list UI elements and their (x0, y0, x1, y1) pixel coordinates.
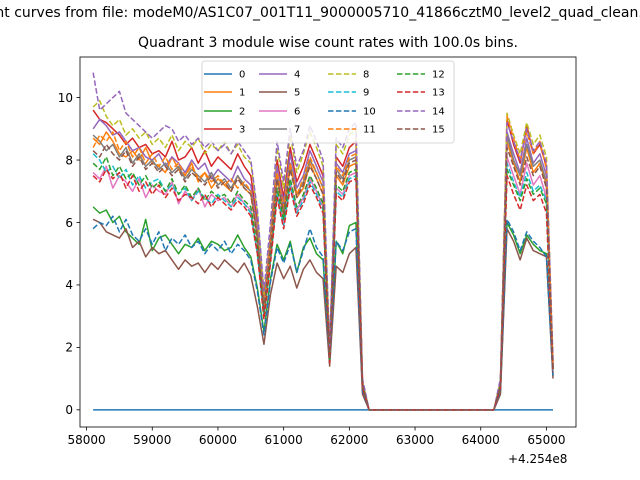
x-offset-label: +4.254e8 (508, 452, 568, 466)
chart-title: Quadrant 3 module wise count rates with … (138, 35, 518, 51)
figure-suptitle: Light curves from file: modeM0/AS1C07_00… (0, 5, 640, 21)
legend-label-15: 15 (432, 125, 445, 136)
legend-label-9: 9 (363, 88, 369, 99)
x-tick-label: 59000 (133, 433, 171, 447)
x-tick-label: 65000 (527, 433, 565, 447)
x-tick-label: 61000 (265, 433, 303, 447)
x-tick-label: 64000 (462, 433, 500, 447)
y-tick-label: 0 (65, 403, 73, 417)
legend-label-7: 7 (294, 125, 300, 136)
legend-label-13: 13 (432, 88, 445, 99)
series-line-13 (92, 168, 554, 411)
legend-label-6: 6 (294, 107, 300, 118)
x-tick-label: 58000 (67, 433, 105, 447)
x-tick-label: 63000 (396, 433, 434, 447)
legend-label-1: 1 (239, 88, 245, 99)
series-line-15 (92, 143, 554, 411)
series-line-8 (92, 99, 554, 411)
axes-frame (79, 56, 577, 428)
legend-label-11: 11 (363, 125, 376, 136)
legend-label-3: 3 (239, 125, 245, 136)
legend-frame (201, 60, 455, 144)
x-tick-label: 62000 (330, 433, 368, 447)
y-tick-label: 10 (58, 91, 73, 105)
y-tick-label: 6 (65, 216, 73, 230)
legend-label-4: 4 (294, 70, 300, 81)
series-line-5 (92, 218, 554, 411)
legend-label-8: 8 (363, 70, 369, 81)
y-tick-label: 4 (65, 278, 73, 292)
series-line-10 (92, 215, 554, 411)
y-tick-label: 2 (65, 341, 73, 355)
legend-label-12: 12 (432, 70, 445, 81)
legend-label-2: 2 (239, 107, 245, 118)
series-line-2 (92, 206, 554, 411)
legend-label-0: 0 (239, 70, 245, 81)
y-tick-label: 8 (65, 153, 73, 167)
legend-label-10: 10 (363, 107, 376, 118)
series-line-14 (92, 72, 554, 411)
x-tick-label: 60000 (199, 433, 237, 447)
legend-label-5: 5 (294, 88, 300, 99)
axes-layer: 58000 59000 60000 61000 62000 63000 64000 65000… (58, 56, 577, 447)
legend-label-14: 14 (432, 107, 445, 118)
series-line-11 (92, 115, 554, 411)
series-layer (92, 72, 554, 411)
